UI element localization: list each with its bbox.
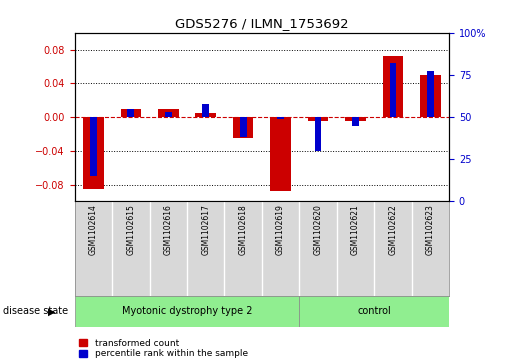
Text: GSM1102615: GSM1102615 [126, 204, 135, 255]
Bar [240, 117, 247, 137]
Bar [128, 109, 134, 117]
Legend: transformed count, percentile rank within the sample: transformed count, percentile rank withi… [79, 339, 248, 359]
Bar [315, 117, 321, 151]
Bar [75, 296, 299, 327]
Bar [90, 117, 97, 176]
Text: control: control [357, 306, 391, 316]
Bar [352, 117, 359, 126]
Text: GSM1102616: GSM1102616 [164, 204, 173, 255]
Bar [202, 103, 209, 117]
Text: GSM1102619: GSM1102619 [276, 204, 285, 255]
Bar [308, 117, 329, 121]
Text: GSM1102623: GSM1102623 [426, 204, 435, 255]
Bar [420, 75, 441, 117]
Text: Myotonic dystrophy type 2: Myotonic dystrophy type 2 [122, 306, 252, 316]
Bar [233, 117, 253, 138]
Bar [158, 109, 179, 117]
Text: disease state: disease state [3, 306, 67, 316]
Title: GDS5276 / ILMN_1753692: GDS5276 / ILMN_1753692 [175, 17, 349, 30]
Text: GSM1102620: GSM1102620 [314, 204, 322, 255]
Text: GSM1102618: GSM1102618 [238, 204, 248, 255]
Text: GSM1102617: GSM1102617 [201, 204, 210, 255]
Bar [121, 109, 141, 117]
Bar [389, 63, 396, 117]
Bar [427, 72, 434, 117]
Bar [165, 112, 171, 117]
Text: GSM1102622: GSM1102622 [388, 204, 398, 255]
Text: GSM1102621: GSM1102621 [351, 204, 360, 255]
Bar [345, 117, 366, 121]
Text: GSM1102614: GSM1102614 [89, 204, 98, 255]
Text: ▶: ▶ [48, 306, 56, 316]
Bar [299, 296, 449, 327]
Bar [270, 117, 291, 191]
Bar [83, 117, 104, 189]
Bar [383, 56, 403, 117]
Bar [277, 117, 284, 119]
Bar [195, 113, 216, 117]
